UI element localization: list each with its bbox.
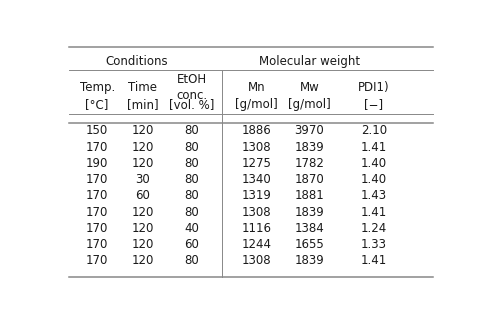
Text: 80: 80 [184,254,199,268]
Text: 120: 120 [131,222,154,235]
Text: 1.41: 1.41 [360,206,386,219]
Text: 1886: 1886 [241,124,271,137]
Text: 80: 80 [184,189,199,202]
Text: 170: 170 [86,222,108,235]
Text: 60: 60 [184,238,199,251]
Text: [g/mol]: [g/mol] [234,99,277,111]
Text: 170: 170 [86,238,108,251]
Text: 1116: 1116 [241,222,271,235]
Text: 1275: 1275 [241,157,271,170]
Text: 1.41: 1.41 [360,254,386,268]
Text: 1839: 1839 [294,206,324,219]
Text: 80: 80 [184,140,199,154]
Text: 170: 170 [86,206,108,219]
Text: 30: 30 [135,173,150,186]
Text: 1655: 1655 [294,238,324,251]
Text: 1881: 1881 [294,189,324,202]
Text: 40: 40 [184,222,199,235]
Text: 3970: 3970 [294,124,324,137]
Text: 170: 170 [86,254,108,268]
Text: 1244: 1244 [241,238,271,251]
Text: PDI1): PDI1) [357,81,389,94]
Text: [−]: [−] [364,99,383,111]
Text: 1839: 1839 [294,140,324,154]
Text: 1340: 1340 [241,173,271,186]
Text: 170: 170 [86,173,108,186]
Text: Molecular weight: Molecular weight [258,55,359,68]
Text: [g/mol]: [g/mol] [287,99,330,111]
Text: 1384: 1384 [294,222,324,235]
Text: 1.24: 1.24 [360,222,386,235]
Text: 120: 120 [131,254,154,268]
Text: 170: 170 [86,140,108,154]
Text: Temp.: Temp. [80,81,115,94]
Text: 1.40: 1.40 [360,157,386,170]
Text: 1.43: 1.43 [360,189,386,202]
Text: 1308: 1308 [241,206,270,219]
Text: 1782: 1782 [294,157,324,170]
Text: 1.41: 1.41 [360,140,386,154]
Text: EtOH
conc.: EtOH conc. [176,73,207,102]
Text: Time: Time [128,81,157,94]
Text: 120: 120 [131,124,154,137]
Text: 1308: 1308 [241,140,270,154]
Text: 190: 190 [86,157,108,170]
Text: [°C]: [°C] [85,99,109,111]
Text: 2.10: 2.10 [360,124,386,137]
Text: 1870: 1870 [294,173,324,186]
Text: [min]: [min] [126,99,158,111]
Text: [vol. %]: [vol. %] [169,99,214,111]
Text: 60: 60 [135,189,150,202]
Text: 120: 120 [131,238,154,251]
Text: Conditions: Conditions [105,55,168,68]
Text: 1.40: 1.40 [360,173,386,186]
Text: 80: 80 [184,206,199,219]
Text: 1.33: 1.33 [360,238,386,251]
Text: Mn: Mn [247,81,264,94]
Text: 150: 150 [86,124,108,137]
Text: 1308: 1308 [241,254,270,268]
Text: 1839: 1839 [294,254,324,268]
Text: 80: 80 [184,157,199,170]
Text: 170: 170 [86,189,108,202]
Text: 80: 80 [184,124,199,137]
Text: 120: 120 [131,140,154,154]
Text: 80: 80 [184,173,199,186]
Text: 120: 120 [131,206,154,219]
Text: 1319: 1319 [241,189,271,202]
Text: 120: 120 [131,157,154,170]
Text: Mw: Mw [299,81,319,94]
